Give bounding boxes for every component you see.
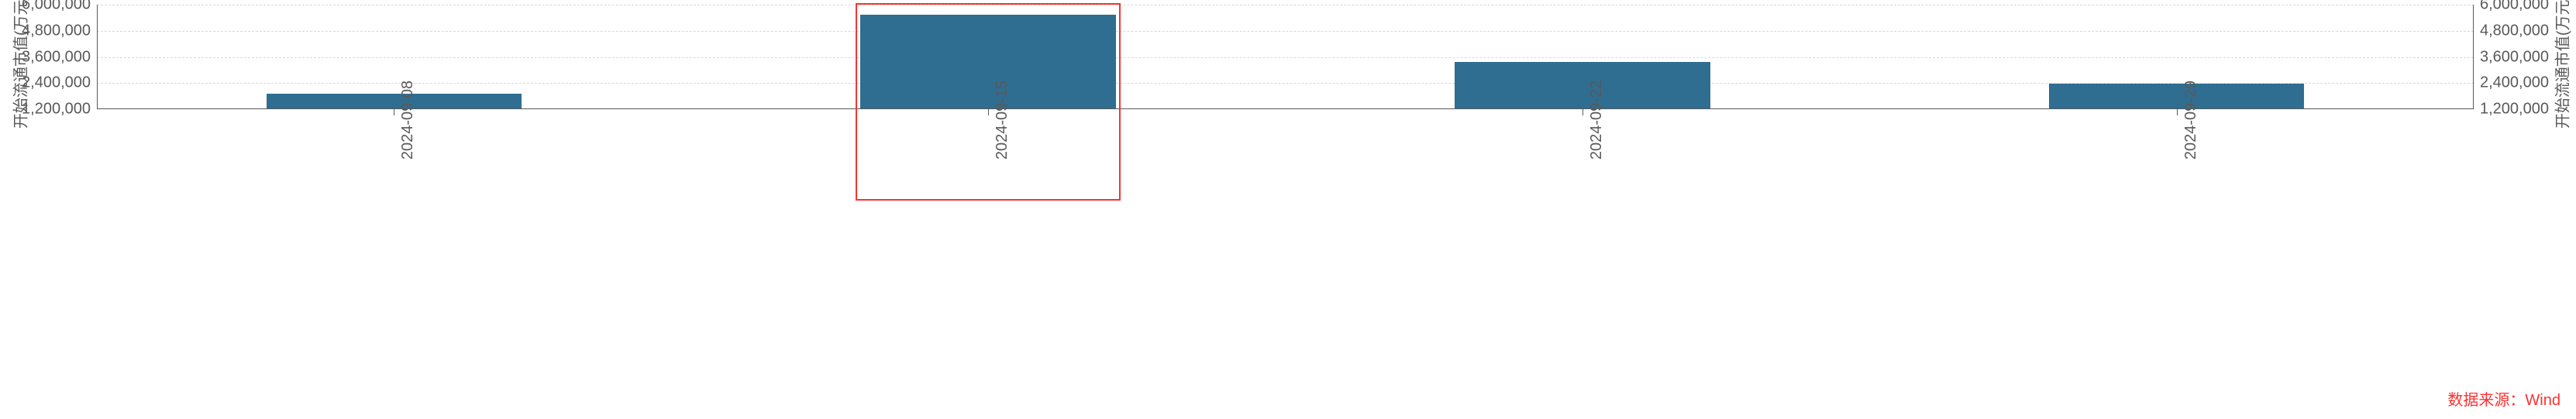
gridline: [97, 31, 2474, 32]
chart-container: 开始流通市值(万元) 开始流通市值(万元) 1,200,000 2,400,000…: [0, 0, 2576, 419]
y-tick-label-right: 2,400,000: [2480, 74, 2549, 92]
data-source-label: 数据来源：Wind: [2447, 387, 2561, 410]
bar: [2049, 84, 2305, 109]
y-tick-label-left: 4,800,000: [0, 22, 91, 39]
y-tick-label-left: 6,000,000: [0, 0, 91, 14]
y-tick-label-right: 4,800,000: [2480, 22, 2549, 39]
bar: [1455, 62, 1710, 109]
y-tick-label-right: 6,000,000: [2480, 0, 2549, 14]
gridline: [97, 57, 2474, 58]
y-axis-line-left: [97, 5, 98, 109]
x-tick-mark: [2177, 109, 2178, 115]
y-tick-label-left: 2,400,000: [0, 74, 91, 92]
highlight-box: [856, 3, 1121, 201]
x-tick-label: 2024-09-29: [2182, 81, 2200, 160]
x-tick-mark: [1582, 109, 1583, 115]
y-axis-title-right: 开始流通市值(万元): [2550, 0, 2573, 139]
x-tick-label: 2024-09-08: [399, 81, 417, 160]
bar: [267, 94, 522, 109]
x-axis-line: [97, 108, 2474, 109]
plot-area: [97, 5, 2474, 109]
y-tick-label-left: 3,600,000: [0, 48, 91, 66]
y-axis-title-left: 开始流通市值(万元): [9, 0, 31, 139]
y-axis-line-right: [2473, 5, 2474, 109]
y-tick-label-right: 3,600,000: [2480, 48, 2549, 66]
x-tick-label: 2024-09-22: [1588, 81, 1606, 160]
y-tick-label-left: 1,200,000: [0, 101, 91, 118]
y-tick-label-right: 1,200,000: [2480, 101, 2549, 118]
